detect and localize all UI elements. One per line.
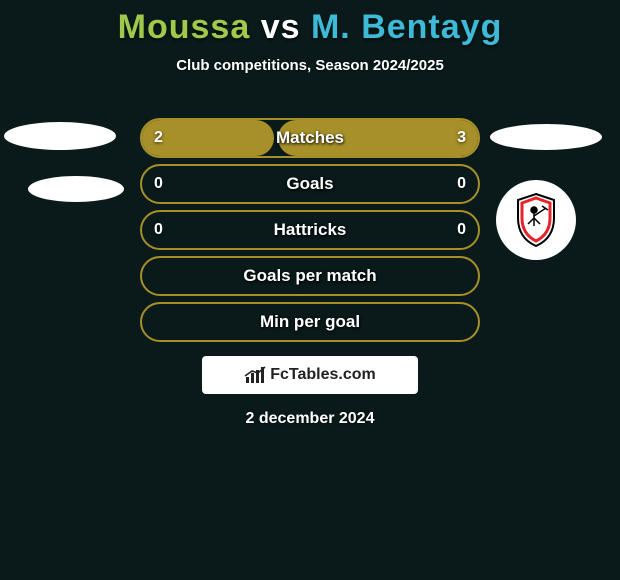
date-text: 2 december 2024 — [0, 410, 620, 428]
brand-badge[interactable]: FcTables.com — [202, 356, 418, 394]
avatar-right-ellipse — [490, 124, 602, 150]
stat-row-min-per-goal: Min per goal — [140, 302, 480, 342]
subtitle: Club competitions, Season 2024/2025 — [0, 57, 620, 74]
player2-avatar-ellipse — [490, 124, 610, 154]
stat-row-goals: 00Goals — [140, 164, 480, 204]
title-vs: vs — [261, 8, 301, 46]
page-title: Moussa vs M. Bentayg — [0, 0, 620, 47]
title-player2: M. Bentayg — [311, 8, 502, 46]
stat-label: Goals per match — [140, 256, 480, 296]
stat-label: Hattricks — [140, 210, 480, 250]
stat-row-matches: 23Matches — [140, 118, 480, 158]
title-player1: Moussa — [118, 8, 251, 46]
chart-icon — [244, 366, 266, 384]
stat-row-hattricks: 00Hattricks — [140, 210, 480, 250]
player1-avatar — [4, 108, 134, 218]
player2-club-badge — [496, 180, 576, 260]
comparison-card: Moussa vs M. Bentayg Club competitions, … — [0, 0, 620, 580]
stat-label: Min per goal — [140, 302, 480, 342]
stat-label: Goals — [140, 164, 480, 204]
stat-label: Matches — [140, 118, 480, 158]
stats-bars: 23Matches 00Goals 00Hattricks Goals per mat… — [140, 118, 480, 348]
avatar-left-ellipse-1 — [4, 122, 116, 150]
stat-row-goals-per-match: Goals per match — [140, 256, 480, 296]
avatar-left-ellipse-2 — [28, 176, 124, 202]
shield-icon — [514, 192, 558, 248]
brand-text: FcTables.com — [270, 366, 376, 384]
